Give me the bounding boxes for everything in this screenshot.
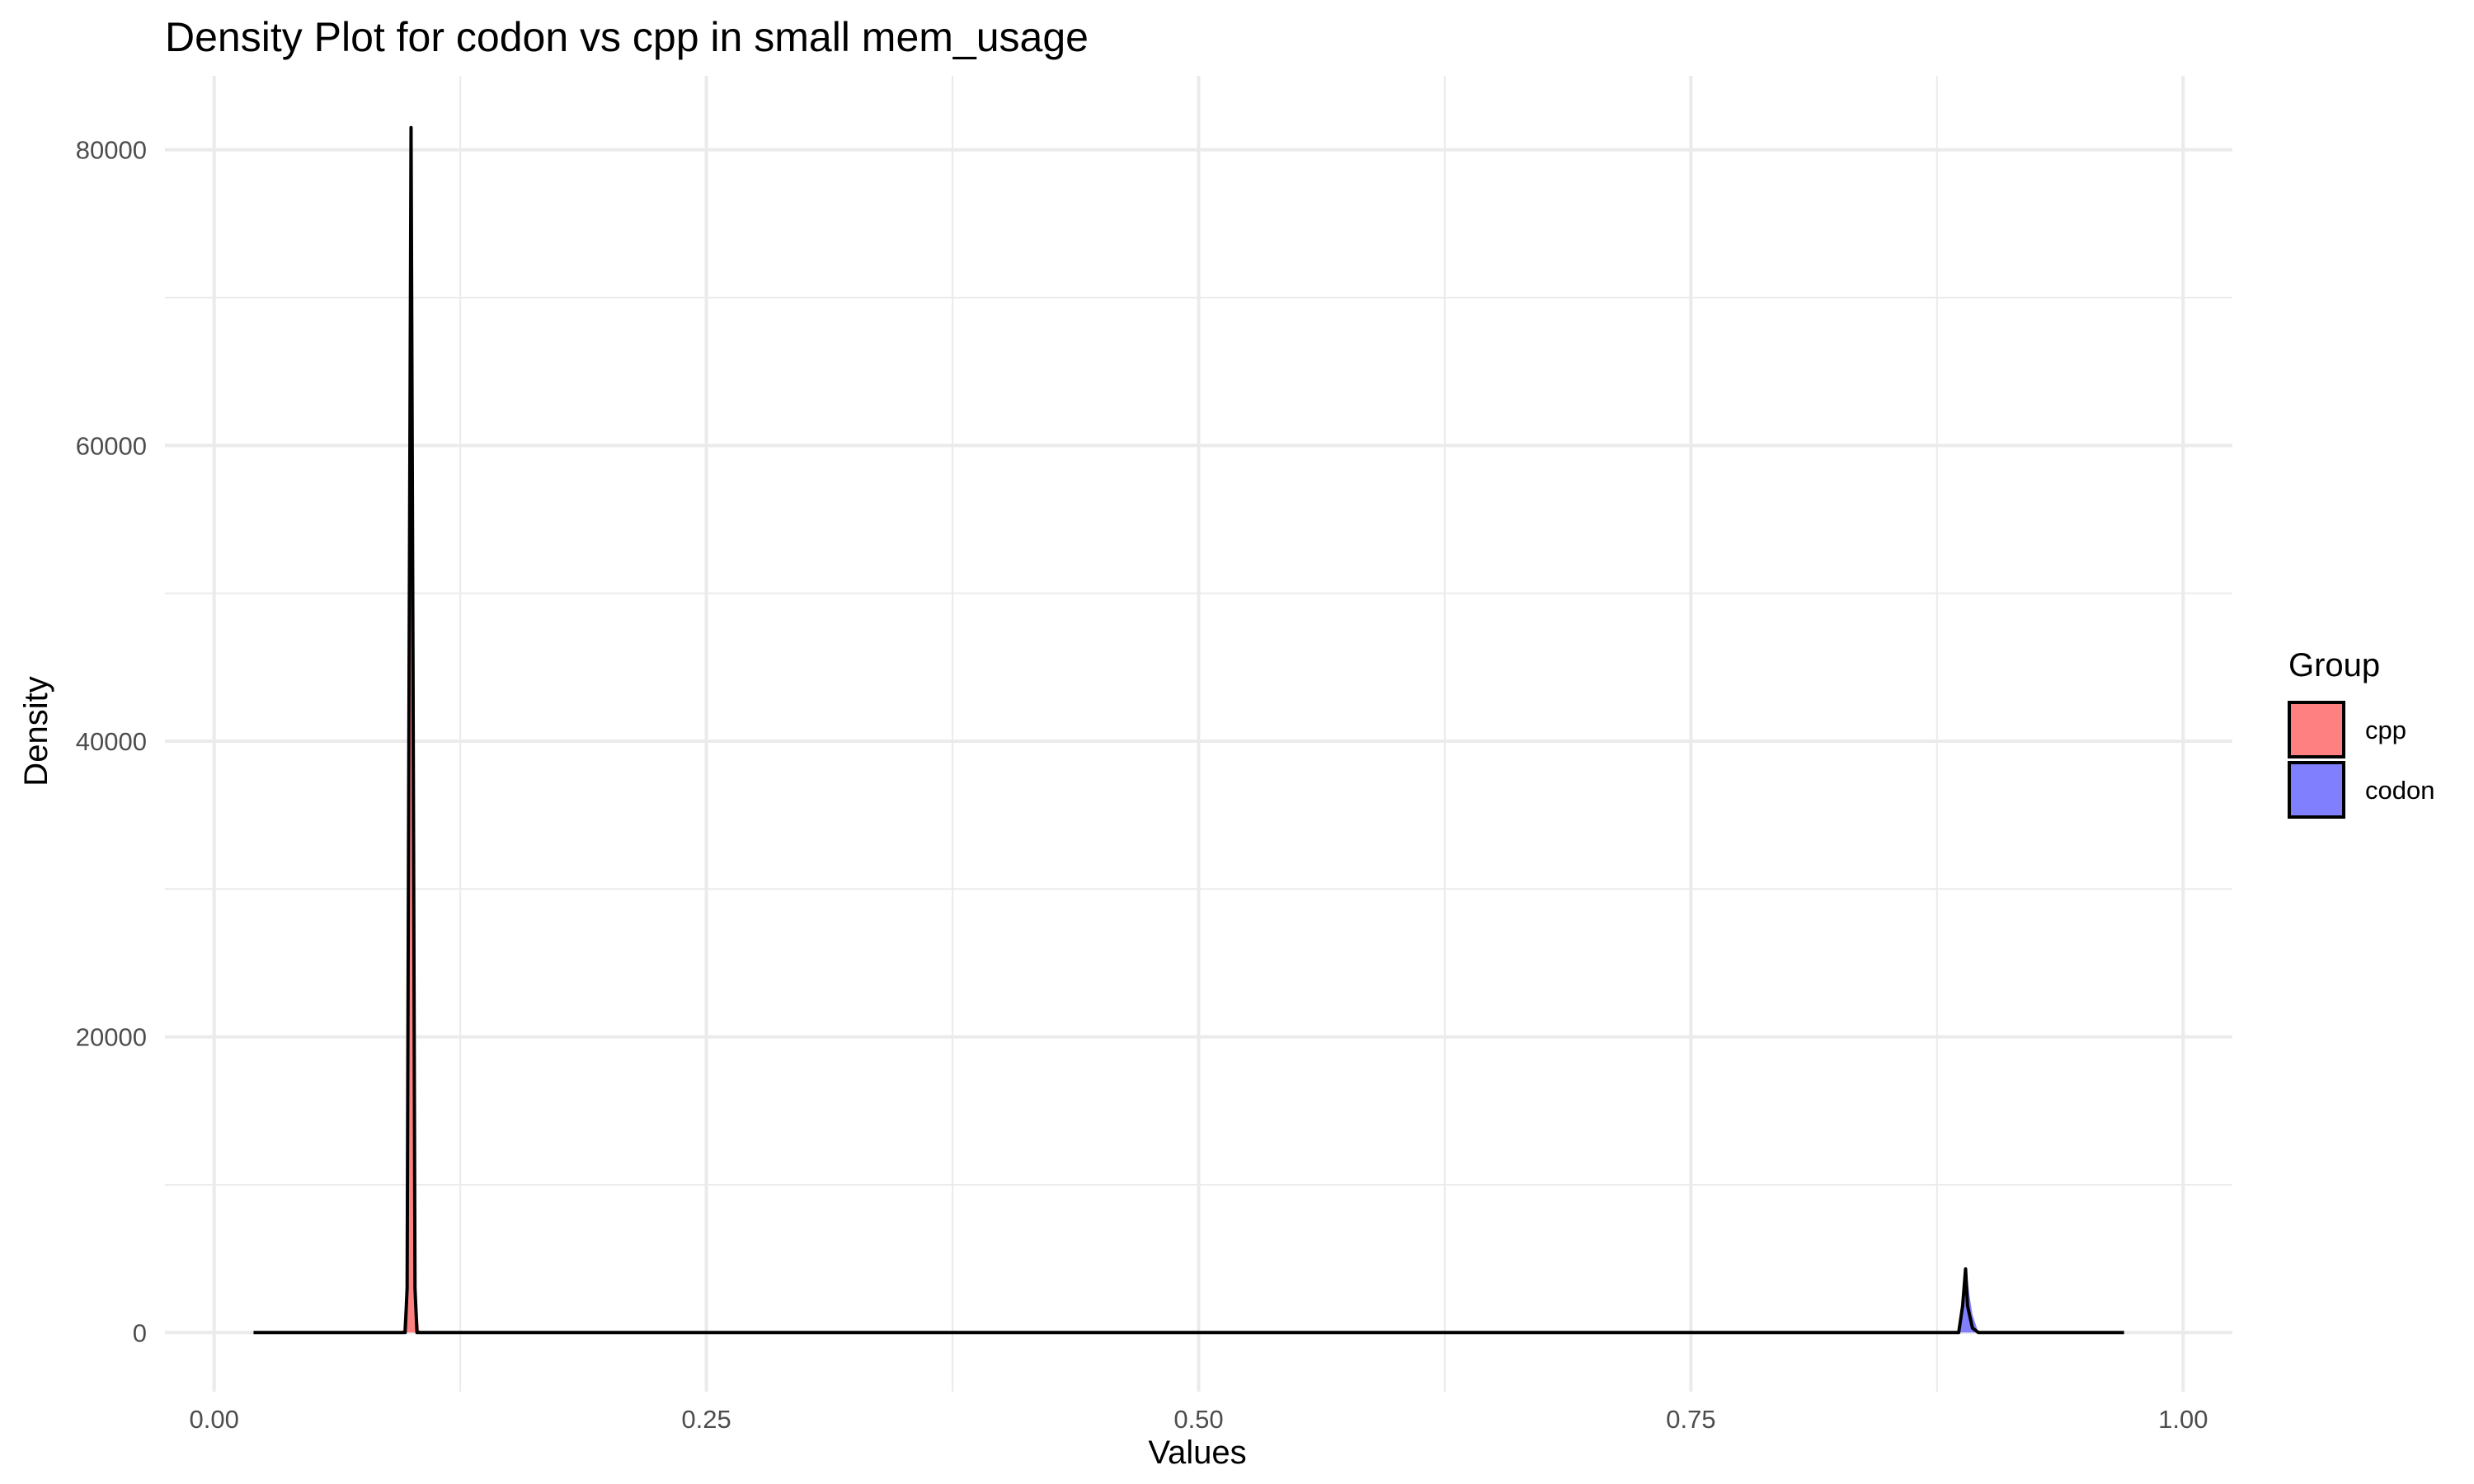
x-tick-label: 1.00: [2158, 1405, 2208, 1434]
legend-label-codon: codon: [2365, 776, 2434, 805]
y-axis-title: Density: [18, 676, 54, 786]
density-curves: [253, 125, 2124, 1335]
y-tick-label: 60000: [76, 431, 147, 460]
x-axis-title: Values: [1148, 1435, 1246, 1471]
x-tick-label: 0.75: [1666, 1405, 1715, 1434]
legend-swatch-cpp: [2288, 701, 2345, 758]
chart-title: Density Plot for codon vs cpp in small m…: [165, 14, 1089, 60]
y-tick-label: 40000: [76, 727, 147, 756]
x-tick-label: 0.25: [681, 1405, 731, 1434]
legend-title: Group: [2288, 647, 2380, 683]
x-tick-label: 0.00: [190, 1405, 239, 1434]
legend-label-cpp: cpp: [2365, 716, 2406, 744]
legend: Group cpp codon: [2288, 647, 2434, 819]
density-outline: [253, 125, 2124, 1335]
y-tick-label: 80000: [76, 136, 147, 165]
x-axis-ticks: 0.00 0.25 0.50 0.75 1.00: [190, 1405, 2208, 1434]
y-tick-label: 20000: [76, 1023, 147, 1052]
legend-swatch-codon: [2288, 761, 2345, 819]
y-tick-label: 0: [133, 1318, 147, 1347]
y-axis-ticks: 0 20000 40000 60000 80000: [76, 136, 147, 1348]
x-tick-label: 0.50: [1174, 1405, 1223, 1434]
